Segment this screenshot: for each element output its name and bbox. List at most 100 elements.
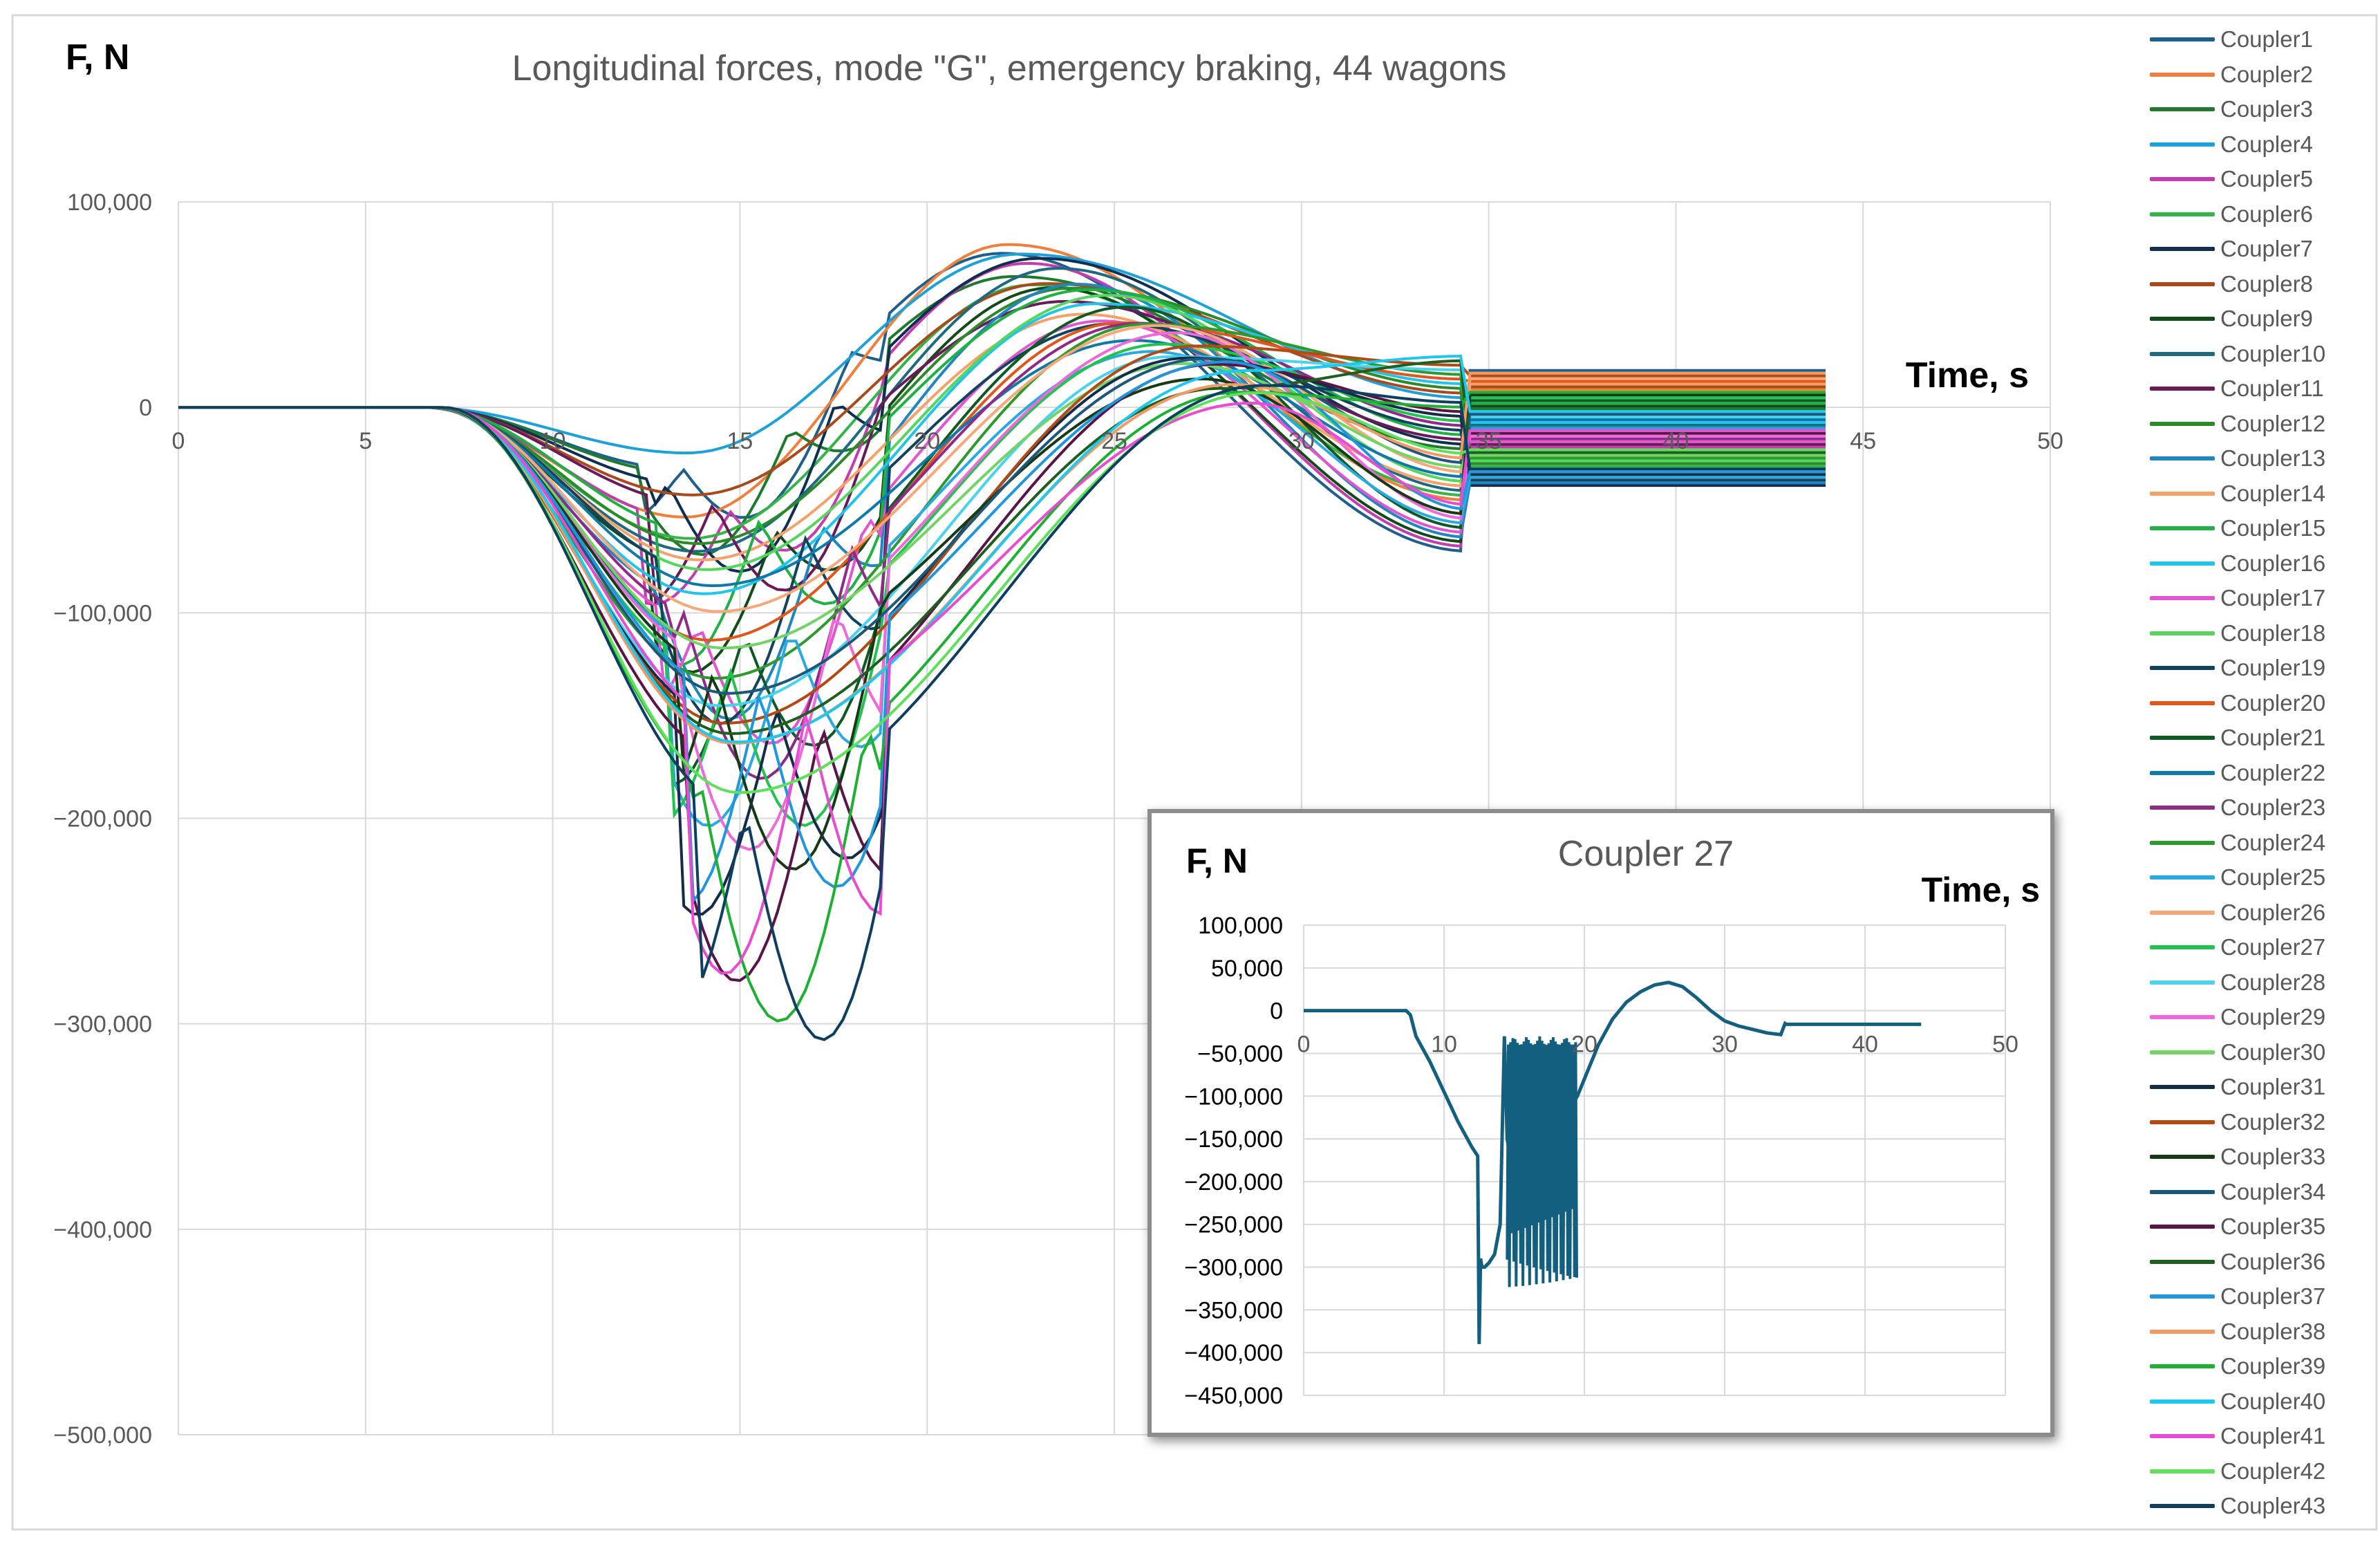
legend-swatch	[2150, 806, 2215, 810]
legend-label: Coupler31	[2220, 1074, 2326, 1099]
main-y-tick-label: −200,000	[53, 806, 152, 833]
main-x-tick-label: 10	[540, 428, 566, 454]
legend-swatch	[2150, 666, 2215, 670]
legend-swatch	[2150, 142, 2215, 147]
inset-chart-panel: 0 10 20 30 40 50 100,000 50,000 0 −50,000 −100,000…	[1147, 809, 2054, 1437]
main-tick-labels: 0 5 10 15 20 25 30 35 40 45 50 100,000 0 −100,000 −200…	[53, 189, 2063, 1449]
legend-label: Coupler18	[2220, 620, 2326, 646]
legend-swatch	[2150, 37, 2215, 41]
legend-item: Coupler21	[2150, 720, 2325, 755]
inset-y-tick-label: 0	[1270, 998, 1283, 1025]
legend-label: Coupler37	[2220, 1283, 2326, 1309]
legend-label: Coupler39	[2220, 1353, 2326, 1379]
legend-swatch	[2150, 700, 2215, 705]
main-x-tick-label: 30	[1289, 428, 1315, 454]
legend-swatch	[2150, 1329, 2215, 1334]
inset-series-line	[1304, 980, 1922, 1344]
inset-x-tick-label: 30	[1712, 1032, 1738, 1058]
inset-y-tick-label: −100,000	[1184, 1083, 1283, 1110]
legend-item: Coupler36	[2150, 1245, 2325, 1279]
main-x-tick-label: 25	[1101, 428, 1127, 454]
legend-swatch	[2150, 596, 2215, 600]
legend-swatch	[2150, 1469, 2215, 1473]
inset-y-tick-label: −50,000	[1197, 1041, 1283, 1067]
legend-swatch	[2150, 421, 2215, 426]
main-x-tick-label: 40	[1662, 428, 1689, 454]
main-series-group	[178, 243, 1826, 1041]
legend-item: Coupler43	[2150, 1489, 2325, 1523]
legend-swatch	[2150, 212, 2215, 216]
main-x-tick-label: 15	[727, 428, 753, 454]
legend-swatch	[2150, 456, 2215, 461]
legend-swatch	[2150, 1119, 2215, 1124]
legend-item: Coupler38	[2150, 1314, 2325, 1349]
legend-label: Coupler33	[2220, 1144, 2326, 1169]
legend-item: Coupler23	[2150, 790, 2325, 825]
main-x-axis-label: Time, s	[1906, 355, 2029, 396]
legend-label: Coupler4	[2220, 131, 2313, 157]
legend-label: Coupler20	[2220, 689, 2326, 716]
legend-item: Coupler40	[2150, 1384, 2325, 1419]
legend-item: Coupler10	[2150, 337, 2325, 371]
legend-swatch	[2150, 1399, 2215, 1404]
legend-label: Coupler6	[2220, 201, 2313, 227]
inset-x-axis-label: Time, s	[1922, 871, 2040, 909]
legend-swatch	[2150, 1294, 2215, 1299]
legend-swatch	[2150, 1155, 2215, 1159]
main-y-tick-label: −500,000	[53, 1422, 152, 1449]
legend-label: Coupler27	[2220, 934, 2326, 960]
legend-label: Coupler36	[2220, 1248, 2326, 1274]
legend-label: Coupler40	[2220, 1388, 2326, 1414]
legend-item: Coupler20	[2150, 686, 2325, 720]
legend-label: Coupler13	[2220, 445, 2326, 471]
legend-label: Coupler23	[2220, 794, 2326, 820]
legend-swatch	[2150, 177, 2215, 181]
legend-item: Coupler1	[2150, 22, 2313, 57]
legend-label: Coupler17	[2220, 585, 2326, 611]
main-x-tick-label: 35	[1476, 428, 1502, 454]
legend-label: Coupler8	[2220, 270, 2313, 297]
legend-item: Coupler12	[2150, 407, 2325, 441]
legend-swatch	[2150, 561, 2215, 566]
legend-item: Coupler15	[2150, 511, 2325, 546]
legend-item: Coupler41	[2150, 1419, 2325, 1453]
inset-y-tick-label: −350,000	[1184, 1297, 1283, 1323]
legend-swatch	[2150, 1434, 2215, 1438]
legend-swatch	[2150, 317, 2215, 321]
legend-swatch	[2150, 631, 2215, 635]
inset-y-tick-label: −250,000	[1184, 1212, 1283, 1238]
inset-y-tick-label: −300,000	[1184, 1255, 1283, 1281]
inset-chart: 0 10 20 30 40 50 100,000 50,000 0 −50,000 −100,000…	[1184, 834, 2040, 1409]
legend-label: Coupler38	[2220, 1318, 2326, 1344]
legend-item: Coupler2	[2150, 57, 2313, 92]
legend-label: Coupler24	[2220, 829, 2326, 855]
legend-item: Coupler11	[2150, 371, 2324, 406]
inset-y-tick-label: −450,000	[1184, 1383, 1283, 1409]
main-y-tick-label: −100,000	[53, 600, 152, 626]
legend-item: Coupler28	[2150, 965, 2325, 1000]
legend-item: Coupler6	[2150, 197, 2313, 232]
main-y-axis-label: F, N	[66, 37, 129, 77]
legend-item: Coupler37	[2150, 1279, 2325, 1314]
inset-y-tick-label: 50,000	[1211, 956, 1283, 982]
legend-swatch	[2150, 840, 2215, 845]
legend-label: Coupler11	[2220, 375, 2324, 401]
legend-swatch	[2150, 1364, 2215, 1368]
inset-y-tick-label: 100,000	[1198, 913, 1283, 939]
legend-label: Coupler35	[2220, 1213, 2326, 1239]
legend-label: Coupler34	[2220, 1178, 2326, 1204]
legend-label: Coupler14	[2220, 480, 2326, 506]
inset-series-group	[1304, 980, 1922, 1344]
main-y-tick-label: 0	[139, 395, 152, 421]
main-y-tick-label: −400,000	[53, 1217, 152, 1243]
legend-swatch	[2150, 1085, 2215, 1089]
inset-y-tick-label: −400,000	[1184, 1340, 1283, 1366]
main-x-tick-label: 20	[914, 428, 940, 454]
legend-swatch	[2150, 945, 2215, 949]
legend-label: Coupler29	[2220, 1004, 2326, 1030]
legend-item: Coupler16	[2150, 546, 2325, 581]
legend-item: Coupler9	[2150, 301, 2313, 336]
legend-label: Coupler21	[2220, 725, 2326, 750]
